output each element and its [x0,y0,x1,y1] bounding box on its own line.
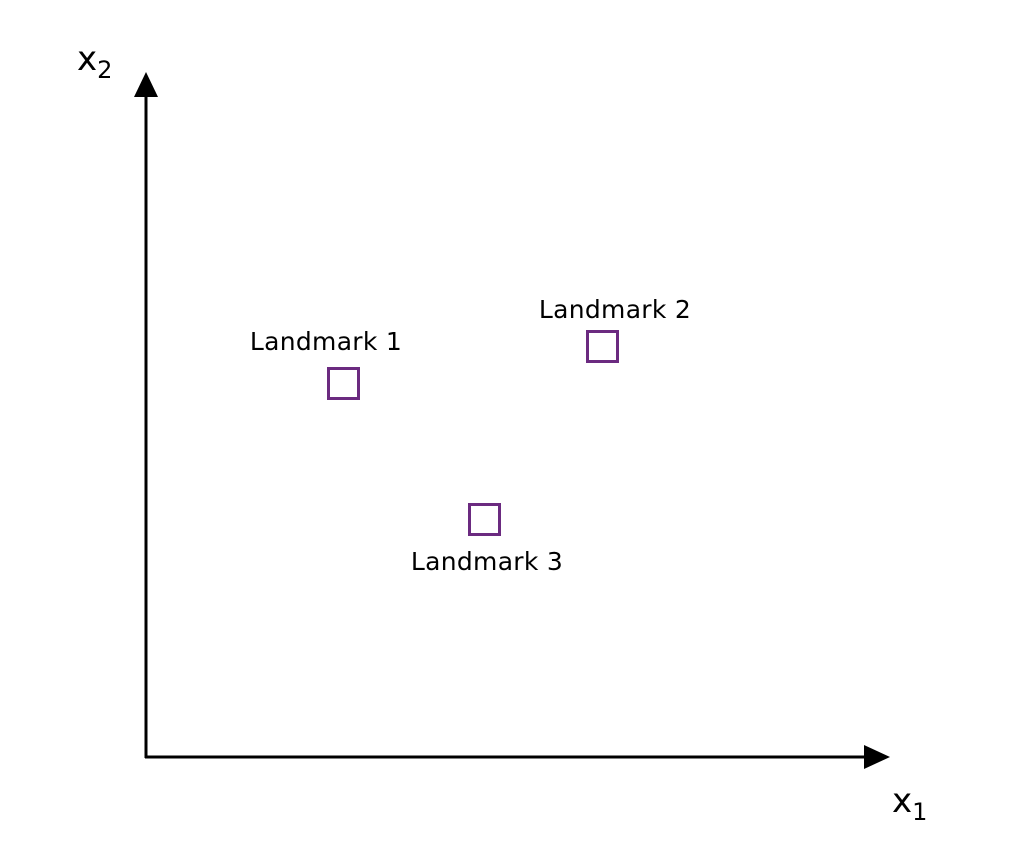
y-axis-arrow-icon [134,72,158,97]
landmark-3-marker [468,503,501,536]
landmark-3-label: Landmark 3 [411,547,563,576]
y-axis-label: x2 [77,39,112,84]
landmark-2-label: Landmark 2 [539,295,691,324]
y-axis-label-main: x [77,39,97,79]
y-axis-label-subscript: 2 [97,56,112,84]
x-axis-label: x1 [892,781,927,826]
landmark-1-label: Landmark 1 [250,327,402,356]
x-axis-label-main: x [892,781,912,821]
landmark-1-marker [327,367,360,400]
x-axis-label-subscript: 1 [912,798,927,826]
landmark-2-marker [586,330,619,363]
x-axis-arrow-icon [864,745,890,769]
